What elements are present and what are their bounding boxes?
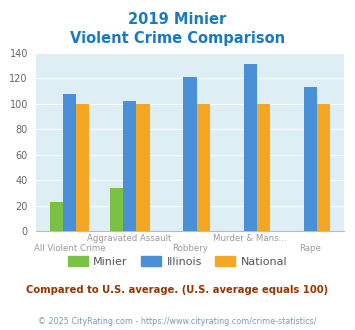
Legend: Minier, Illinois, National: Minier, Illinois, National [63, 251, 292, 271]
Bar [197, 104, 210, 231]
Text: Violent Crime Comparison: Violent Crime Comparison [70, 31, 285, 46]
Text: Compared to U.S. average. (U.S. average equals 100): Compared to U.S. average. (U.S. average … [26, 285, 329, 295]
Bar [244, 64, 257, 231]
Text: 2019 Minier: 2019 Minier [129, 12, 226, 26]
Bar [136, 104, 149, 231]
Bar [317, 104, 330, 231]
Bar [110, 188, 123, 231]
Bar [50, 202, 63, 231]
Bar [304, 87, 317, 231]
Bar [123, 101, 136, 231]
Bar [63, 93, 76, 231]
Bar [257, 104, 270, 231]
Bar [183, 77, 197, 231]
Text: © 2025 CityRating.com - https://www.cityrating.com/crime-statistics/: © 2025 CityRating.com - https://www.city… [38, 317, 317, 326]
Bar [76, 104, 89, 231]
